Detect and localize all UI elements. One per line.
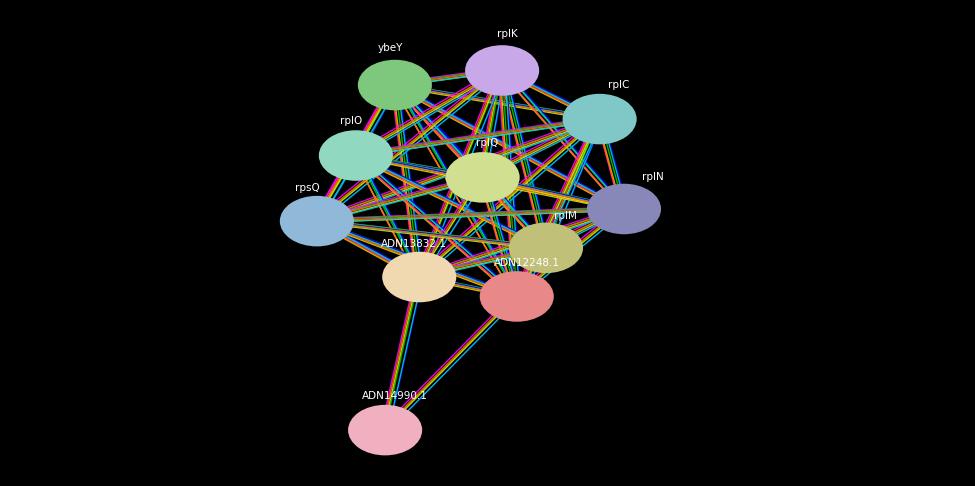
Text: rplC: rplC — [608, 80, 630, 90]
Ellipse shape — [358, 60, 432, 110]
Text: ADN12248.1: ADN12248.1 — [493, 258, 560, 268]
Ellipse shape — [587, 184, 661, 234]
Ellipse shape — [465, 45, 539, 96]
Text: rplK: rplK — [496, 29, 518, 39]
Ellipse shape — [446, 152, 520, 203]
Text: rplM: rplM — [554, 211, 577, 221]
Ellipse shape — [280, 196, 354, 246]
Ellipse shape — [319, 130, 393, 181]
Text: rplN: rplN — [643, 172, 664, 182]
Ellipse shape — [563, 94, 637, 144]
Text: rplQ: rplQ — [477, 138, 498, 148]
Text: ADN13832.1: ADN13832.1 — [381, 239, 448, 249]
Text: rplO: rplO — [340, 116, 362, 126]
Ellipse shape — [382, 252, 456, 302]
Ellipse shape — [509, 223, 583, 273]
Text: rpsQ: rpsQ — [294, 183, 320, 193]
Text: ADN14990.1: ADN14990.1 — [362, 391, 428, 401]
Ellipse shape — [348, 405, 422, 455]
Ellipse shape — [480, 271, 554, 322]
Text: ybeY: ybeY — [377, 43, 403, 53]
